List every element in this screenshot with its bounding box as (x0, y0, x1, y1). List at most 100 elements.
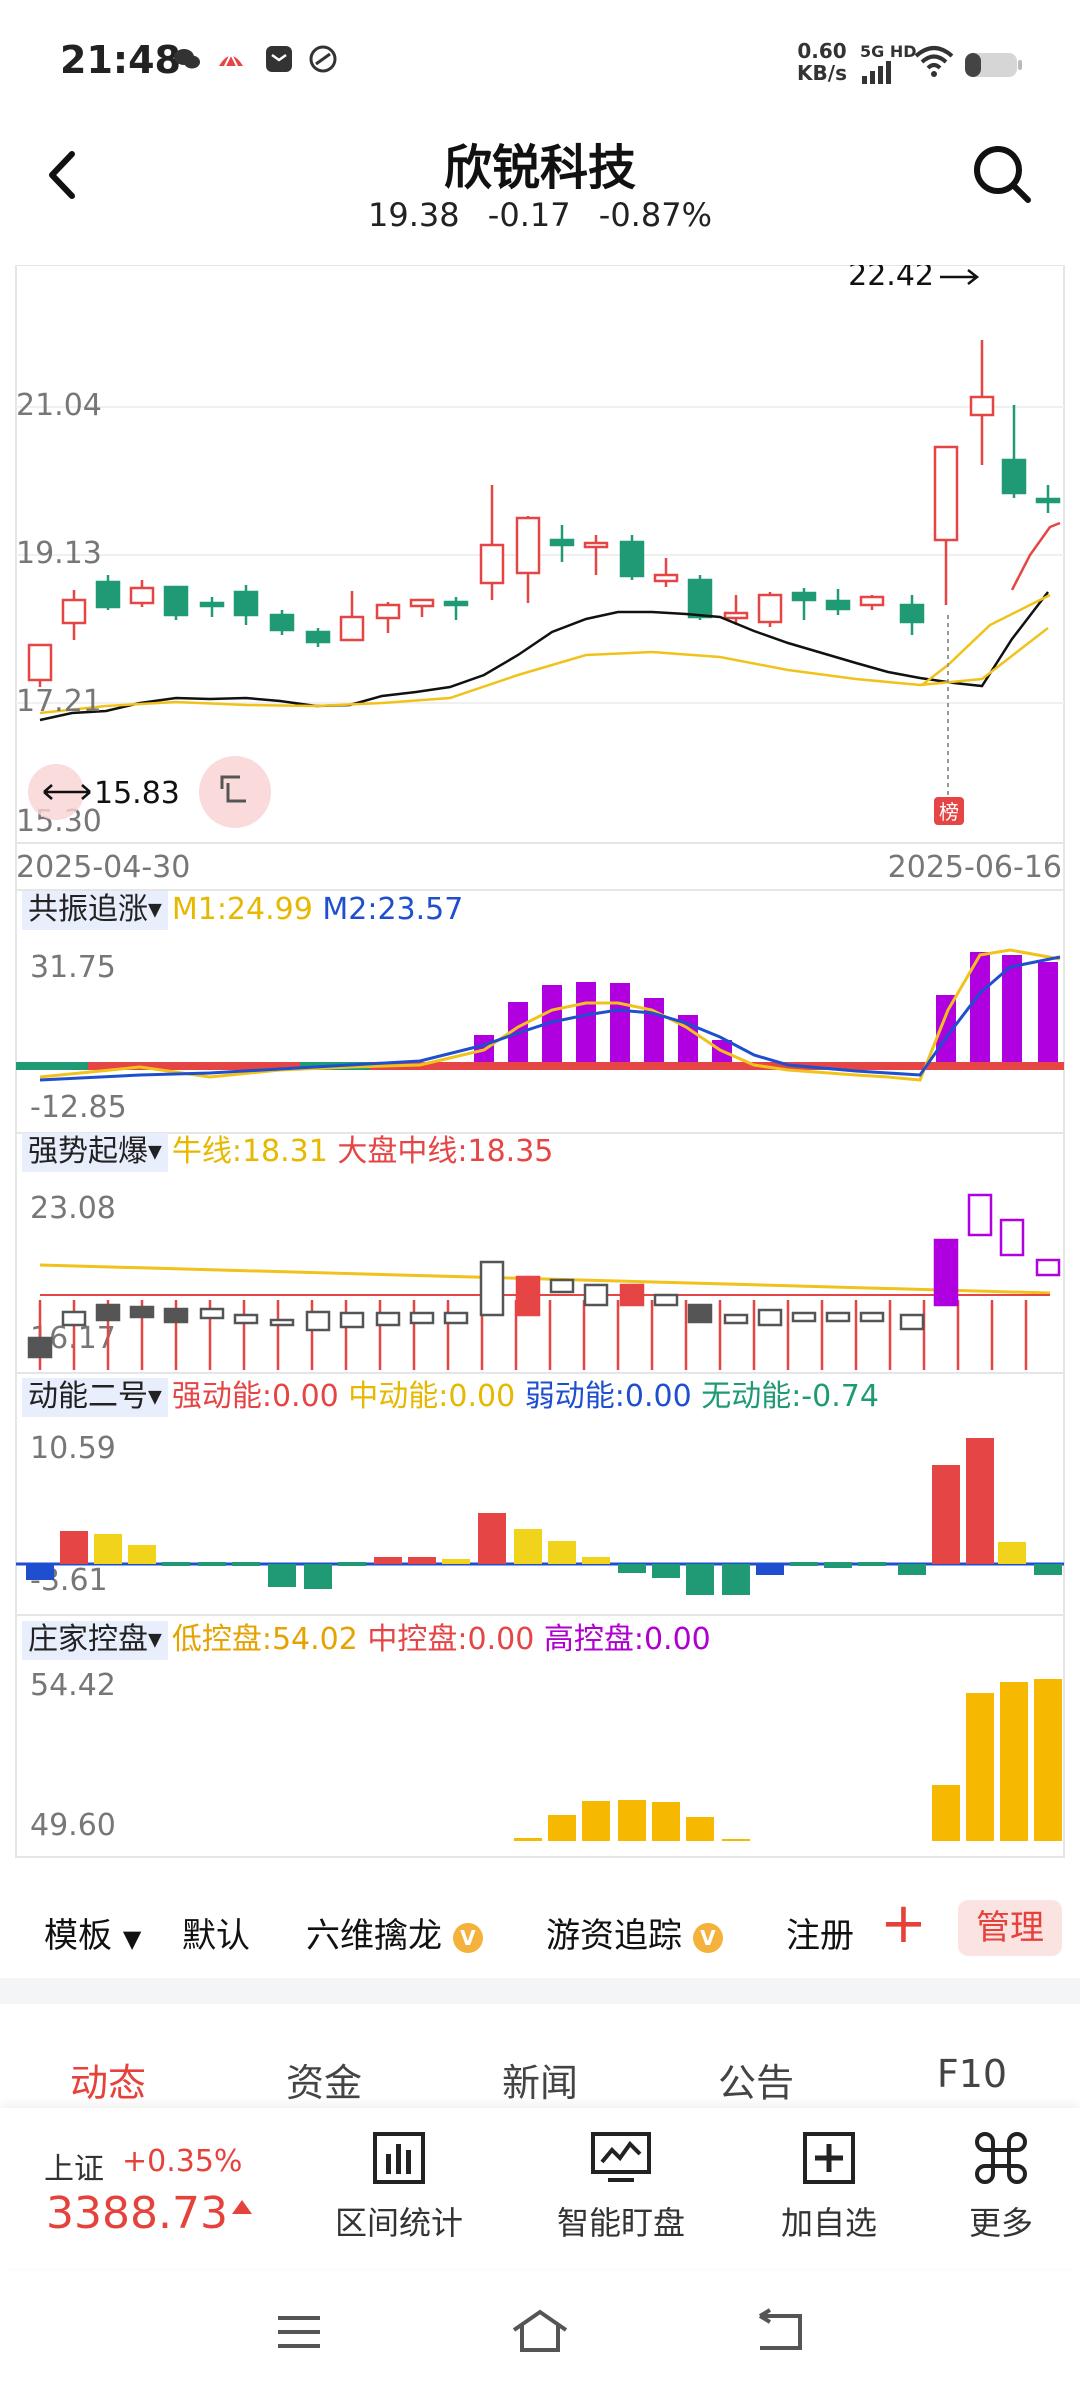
template-item-2[interactable]: 游资追踪 V (546, 1908, 723, 1957)
add-template-icon[interactable]: + (880, 1891, 927, 1956)
template-item-3[interactable]: 注册 (786, 1916, 854, 1956)
ind4-bar (652, 1802, 680, 1841)
menu-icon[interactable] (274, 2312, 324, 2352)
candle-body (163, 585, 189, 617)
candle-body (269, 613, 295, 632)
ind3-bar (722, 1564, 750, 1595)
index-change: +0.35% (122, 2144, 243, 2179)
max-arrow-icon (940, 269, 980, 285)
rank-marker[interactable] (934, 797, 964, 825)
ind2-box (825, 1311, 851, 1323)
dropdown-triangle-icon: ▼ (148, 1386, 162, 1408)
ind3-bar (756, 1564, 784, 1575)
candle-body (723, 611, 749, 620)
tab-funds[interactable]: 资金 (285, 2061, 362, 2105)
home-icon[interactable] (510, 2308, 570, 2354)
template-item-1[interactable]: 六维擒龙 V (306, 1908, 483, 1957)
ind1-selector[interactable]: 共振追涨▼ (22, 891, 168, 930)
ind4-y-top: 54.42 (30, 1668, 116, 1703)
ind4-bar (686, 1817, 714, 1841)
ind1-m1: M1:24.99 (171, 892, 313, 927)
manage-button[interactable]: 管理 (958, 1900, 1062, 1956)
y-tick-3: 17.21 (16, 684, 102, 719)
ind2-box (95, 1303, 121, 1322)
ind2-box (199, 1307, 225, 1320)
ind2-box (859, 1311, 885, 1323)
tab-f10[interactable]: F10 (936, 2052, 1008, 2096)
dropdown-triangle-icon: ▼ (122, 1925, 142, 1953)
candle-body (549, 538, 575, 547)
candle-body (583, 541, 609, 549)
ind2-box (619, 1283, 645, 1307)
ind3-bar (232, 1562, 260, 1566)
interval-stats-label: 区间统计 (334, 2204, 463, 2242)
ind3-weak: 弱动能:0.00 (524, 1379, 692, 1414)
more-button[interactable]: 更多 (926, 2130, 1076, 2260)
ind3-bar (162, 1562, 190, 1566)
ind3-bar (824, 1562, 852, 1568)
candle-body (443, 600, 469, 607)
ind1-m2: M2:23.57 (322, 892, 464, 927)
candle-body (791, 591, 817, 602)
interval-stats-button[interactable]: 区间统计 (324, 2130, 474, 2260)
more-label: 更多 (968, 2204, 1033, 2242)
system-nav-bar (0, 2268, 1080, 2392)
ind3-bar (582, 1557, 610, 1564)
ind3-bars (26, 1438, 1062, 1595)
candle-body (1035, 497, 1061, 504)
bottom-bar: 上证 +0.35% 3388.73 区间统计 智能盯盘 加自选 更多 (0, 2108, 1080, 2268)
network-type: 5G HD (860, 42, 917, 61)
tab-announcements[interactable]: 公告 (717, 2061, 794, 2105)
ind3-selector[interactable]: 动能二号▼ (22, 1378, 168, 1417)
back-arrow-icon[interactable] (40, 140, 90, 210)
min-arrow-icon (43, 784, 91, 800)
search-icon[interactable] (970, 142, 1034, 206)
candle-body (233, 590, 259, 617)
candle-body (199, 601, 225, 608)
index-name[interactable]: 上证 (44, 2152, 104, 2187)
ind2-box (549, 1278, 575, 1294)
candlesticks (27, 340, 1061, 687)
candle-body (61, 598, 87, 625)
ind4-mid: 中控盘:0.00 (367, 1622, 535, 1657)
stock-title: 欣锐科技 (443, 140, 636, 196)
ind3-bar (268, 1564, 296, 1587)
ind1-bar (610, 983, 630, 1062)
candle-body (305, 630, 331, 644)
ind3-bar (478, 1513, 506, 1564)
ind3-bar (26, 1564, 54, 1580)
tab-news[interactable]: 新闻 (501, 2061, 578, 2105)
template-default[interactable]: 默认 (182, 1916, 250, 1956)
stock-chart[interactable]: 榜 22.42 21.04 19.13 17.21 15.30 15.83 20… (0, 265, 1080, 1865)
ind3-strong: 强动能:0.00 (171, 1379, 339, 1414)
smart-monitor-button[interactable]: 智能盯盘 (546, 2130, 696, 2260)
smart-monitor-label: 智能盯盘 (556, 2204, 685, 2242)
ind1-m2-line (39, 955, 1061, 1082)
tab-dynamic[interactable]: 动态 (69, 2061, 146, 2105)
app-notify-icon (219, 51, 243, 67)
ind3-bar (198, 1562, 226, 1566)
ind4-high: 高控盘:0.00 (543, 1622, 711, 1657)
ind4-header: 庄家控盘▼ 低控盘:54.02 中控盘:0.00 高控盘:0.00 (22, 1621, 711, 1660)
up-arrow-icon (232, 2200, 252, 2214)
ma-red-line (1010, 521, 1061, 591)
ind3-bar (338, 1562, 366, 1566)
add-watchlist-button[interactable]: 加自选 (754, 2130, 904, 2260)
ind2-box (1035, 1258, 1061, 1277)
max-price-label: 22.42 (848, 265, 934, 293)
dropdown-triangle-icon: ▼ (148, 1629, 162, 1651)
candle-body (859, 595, 885, 607)
fullscreen-button[interactable] (199, 756, 271, 828)
candle-body (27, 643, 53, 682)
back-nav-icon[interactable] (752, 2308, 808, 2354)
ind2-selector[interactable]: 强势起爆▼ (22, 1133, 168, 1172)
ind2-box (27, 1336, 53, 1359)
y-tick-1: 21.04 (16, 388, 102, 423)
candle-body (619, 540, 645, 578)
candle-body (409, 598, 435, 608)
candle-body (757, 593, 783, 624)
candle-body (825, 599, 851, 611)
stock-change: -0.17 (487, 196, 571, 234)
template-dropdown[interactable]: 模板 ▼ (44, 1916, 142, 1956)
ind4-selector[interactable]: 庄家控盘▼ (22, 1621, 168, 1660)
